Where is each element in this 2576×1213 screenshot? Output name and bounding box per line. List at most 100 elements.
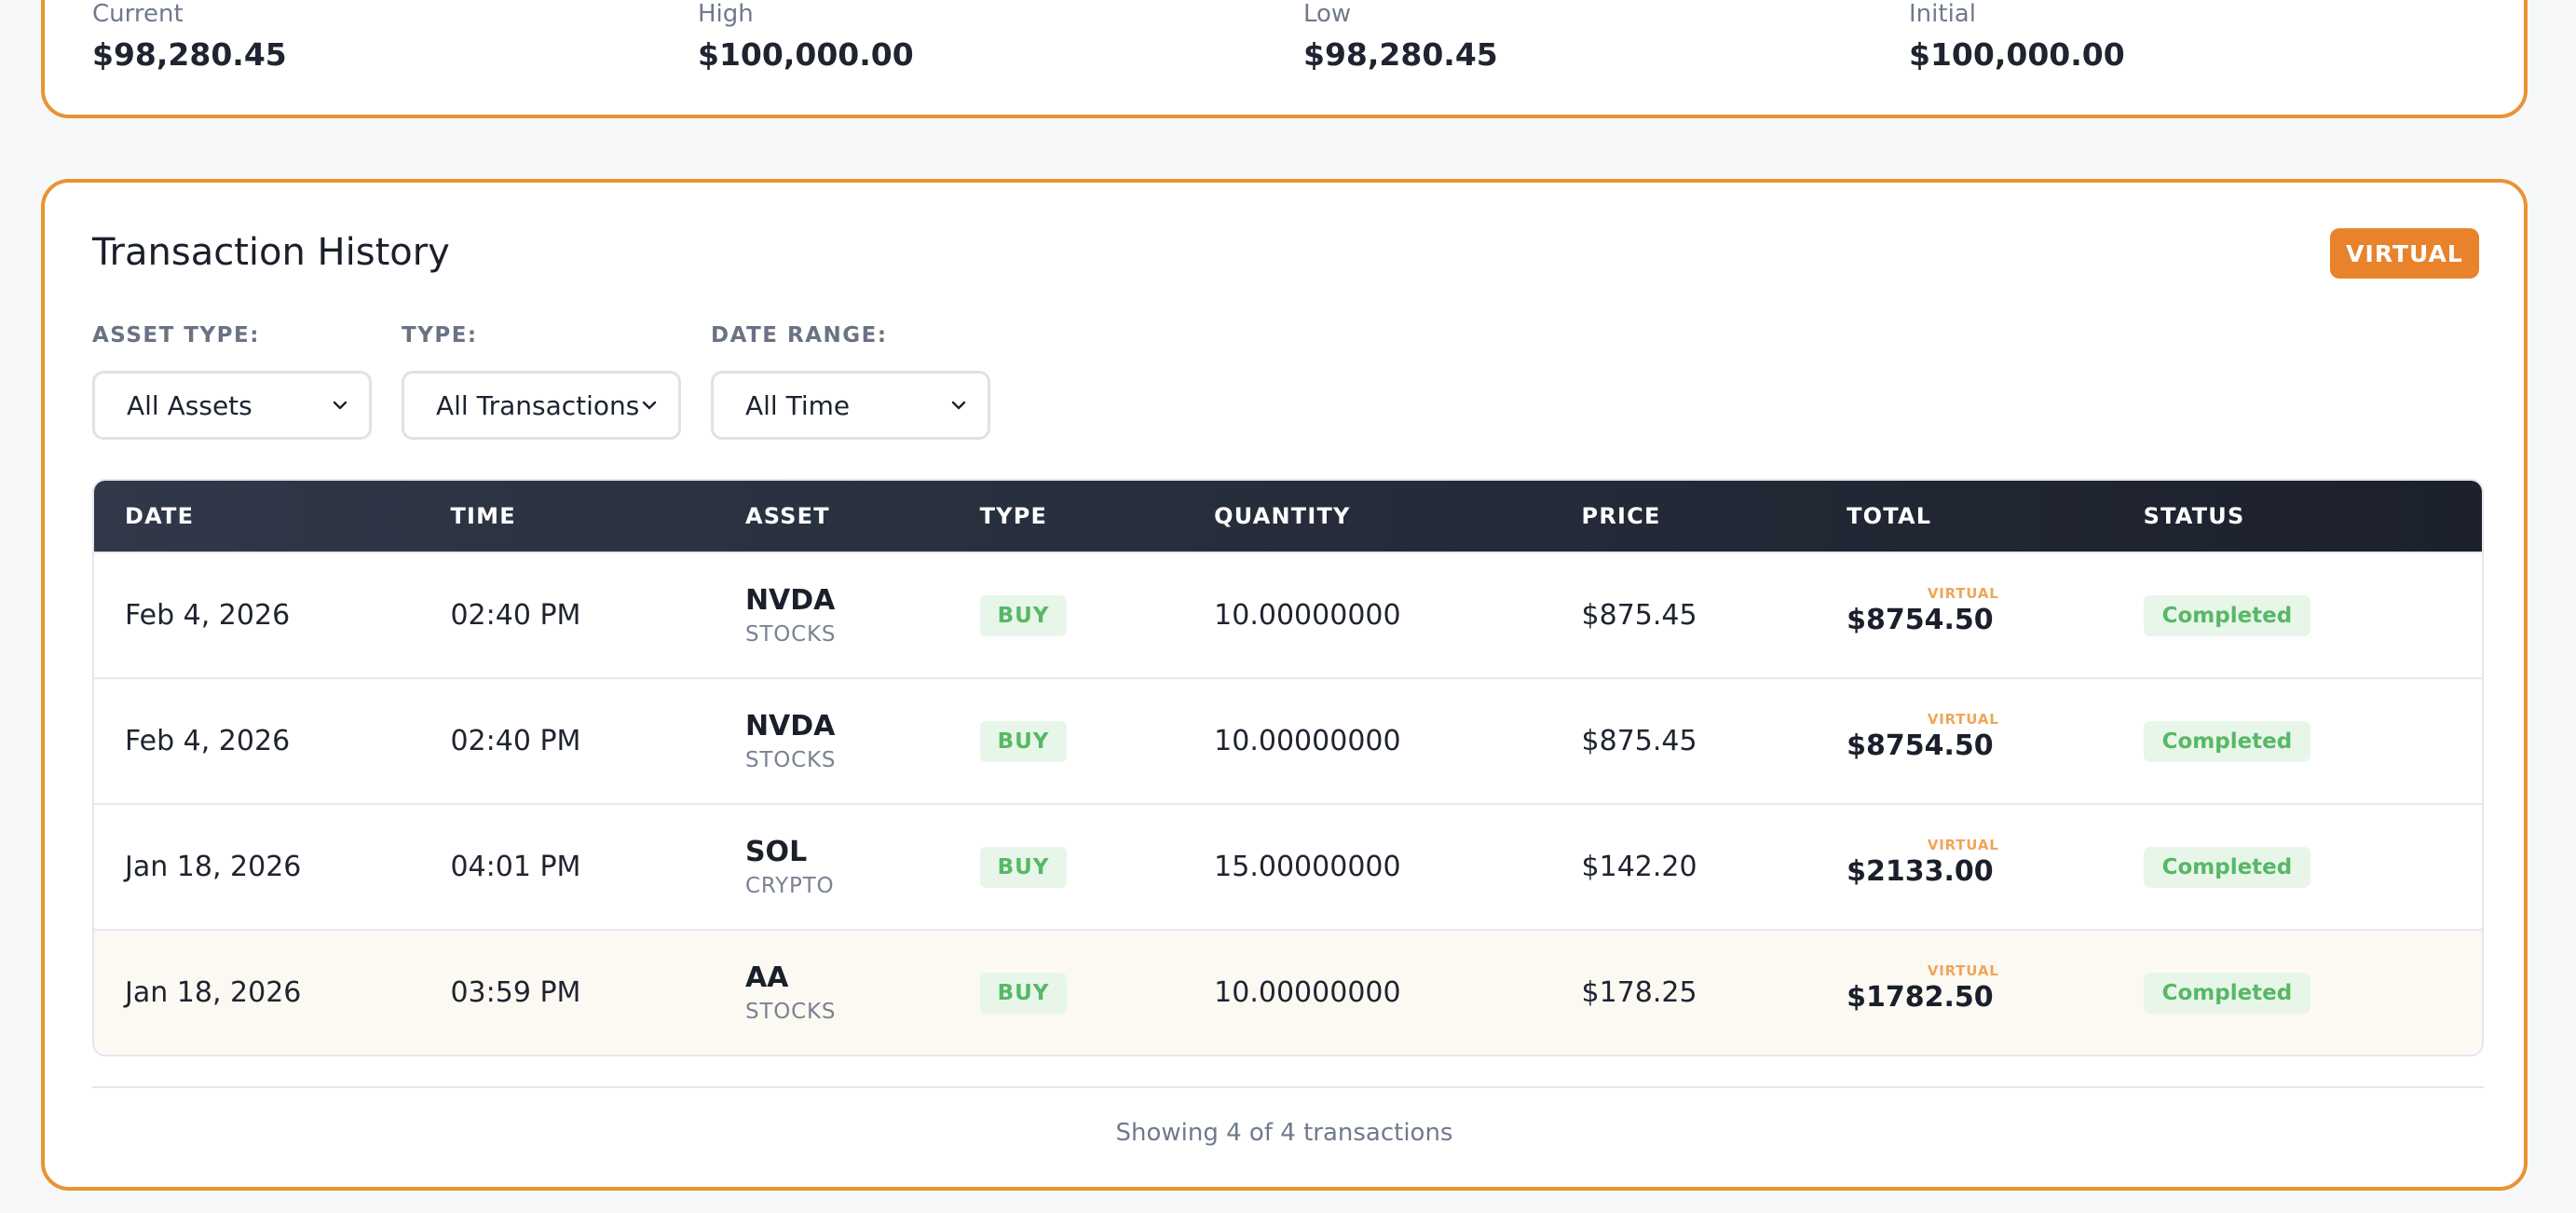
cell-status: Completed — [2143, 720, 2482, 762]
filter-date-range: DATE RANGE: All Time — [711, 323, 990, 440]
cell-time: 03:59 PM — [450, 976, 581, 1009]
cell-total: VIRTUAL $8754.50 — [1847, 711, 2144, 762]
cell-asset: NVDA STOCKS — [745, 584, 980, 647]
total-value: $8754.50 — [1847, 604, 1994, 636]
virtual-tag: VIRTUAL — [1927, 711, 1999, 728]
select-value: All Time — [745, 389, 851, 421]
type-badge: BUY — [979, 720, 1068, 762]
select-value: All Assets — [127, 389, 252, 421]
column-header-status[interactable]: STATUS — [2143, 503, 2245, 529]
status-badge: Completed — [2143, 972, 2311, 1014]
chevron-down-icon — [642, 401, 657, 410]
stat-label: Low — [1303, 0, 1352, 28]
cell-date: Feb 4, 2026 — [125, 599, 291, 632]
asset-category: STOCKS — [744, 622, 837, 647]
table-row[interactable]: Feb 4, 2026 02:40 PM NVDA STOCKS BUY 10.… — [94, 677, 2482, 803]
stat-current: Current $98,280.45 — [92, 2, 287, 70]
stat-low: Low $98,280.45 — [1303, 2, 1498, 70]
table-row[interactable]: Jan 18, 2026 03:59 PM AA STOCKS BUY 10.0… — [94, 929, 2482, 1055]
portfolio-stats-card: Current $98,280.45 High $100,000.00 Low … — [41, 0, 2528, 118]
cell-asset: SOL CRYPTO — [745, 836, 980, 898]
column-header-asset[interactable]: ASSET — [744, 503, 830, 529]
asset-category: CRYPTO — [744, 874, 835, 898]
column-header-type[interactable]: TYPE — [979, 503, 1048, 529]
cell-status: Completed — [2143, 594, 2482, 636]
status-badge: Completed — [2143, 846, 2311, 888]
cell-asset: AA STOCKS — [745, 961, 980, 1024]
cell-time: 02:40 PM — [450, 599, 581, 632]
stat-high: High $100,000.00 — [698, 2, 914, 70]
asset-category: STOCKS — [744, 748, 837, 772]
transaction-type-select[interactable]: All Transactions — [402, 371, 681, 440]
select-value: All Transactions — [436, 389, 640, 421]
virtual-tag: VIRTUAL — [1927, 585, 1999, 602]
total-amount: VIRTUAL $1782.50 — [1847, 962, 1998, 1014]
cell-time: 02:40 PM — [450, 725, 581, 757]
chevron-down-icon — [333, 401, 348, 410]
cell-price: $178.25 — [1581, 976, 1697, 1009]
footer-divider — [92, 1086, 2484, 1088]
filter-asset-type: ASSET TYPE: All Assets — [92, 323, 372, 440]
virtual-badge: VIRTUAL — [2330, 228, 2479, 279]
stat-value: $100,000.00 — [1909, 36, 2125, 73]
transaction-count: Showing 4 of 4 transactions — [1115, 1119, 1453, 1147]
cell-type: BUY — [979, 720, 1215, 762]
cell-date: Jan 18, 2026 — [125, 976, 302, 1009]
cell-status: Completed — [2143, 972, 2482, 1014]
cell-price: $875.45 — [1581, 725, 1697, 757]
cell-price: $142.20 — [1581, 851, 1697, 883]
date-range-select[interactable]: All Time — [711, 371, 990, 440]
cell-quantity: 10.00000000 — [1214, 725, 1401, 757]
cell-price: $875.45 — [1581, 599, 1697, 632]
column-header-time[interactable]: TIME — [450, 503, 516, 529]
type-badge: BUY — [979, 594, 1068, 636]
cell-total: VIRTUAL $1782.50 — [1847, 962, 2144, 1014]
filter-label: ASSET TYPE: — [92, 323, 260, 348]
type-badge: BUY — [979, 972, 1068, 1014]
cell-type: BUY — [979, 846, 1215, 888]
status-badge: Completed — [2143, 594, 2311, 636]
filter-type: TYPE: All Transactions — [402, 323, 681, 440]
cell-quantity: 10.00000000 — [1214, 976, 1401, 1009]
stat-initial: Initial $100,000.00 — [1909, 2, 2125, 70]
asset-symbol: NVDA — [744, 584, 836, 617]
asset-symbol: SOL — [744, 836, 808, 868]
table-row[interactable]: Jan 18, 2026 04:01 PM SOL CRYPTO BUY 15.… — [94, 803, 2482, 929]
stat-value: $98,280.45 — [92, 36, 287, 73]
filter-label: TYPE: — [402, 323, 478, 348]
cell-asset: NVDA STOCKS — [745, 710, 980, 772]
total-value: $8754.50 — [1847, 729, 1994, 762]
total-amount: VIRTUAL $8754.50 — [1847, 585, 1998, 636]
table-header: DATE TIME ASSET TYPE QUANTITY PRICE TOTA… — [94, 481, 2482, 552]
column-header-quantity[interactable]: QUANTITY — [1214, 503, 1351, 529]
asset-symbol: NVDA — [744, 710, 836, 743]
stat-label: Current — [92, 0, 184, 28]
stat-label: Initial — [1909, 0, 1976, 28]
column-header-total[interactable]: TOTAL — [1847, 503, 1932, 529]
column-header-date[interactable]: DATE — [125, 503, 195, 529]
status-badge: Completed — [2143, 720, 2311, 762]
cell-type: BUY — [979, 594, 1215, 636]
filter-label: DATE RANGE: — [711, 323, 888, 348]
page-title: Transaction History — [92, 231, 450, 274]
total-value: $2133.00 — [1847, 855, 1994, 888]
cell-type: BUY — [979, 972, 1215, 1014]
total-amount: VIRTUAL $8754.50 — [1847, 711, 1998, 762]
cell-status: Completed — [2143, 846, 2482, 888]
virtual-tag: VIRTUAL — [1927, 837, 1999, 853]
asset-type-select[interactable]: All Assets — [92, 371, 372, 440]
total-value: $1782.50 — [1847, 981, 1994, 1014]
cell-total: VIRTUAL $8754.50 — [1847, 585, 2144, 636]
cell-time: 04:01 PM — [450, 851, 581, 883]
cell-date: Feb 4, 2026 — [125, 725, 291, 757]
stat-value: $98,280.45 — [1303, 36, 1498, 73]
transactions-table: DATE TIME ASSET TYPE QUANTITY PRICE TOTA… — [92, 479, 2484, 1056]
total-amount: VIRTUAL $2133.00 — [1847, 837, 1998, 888]
stat-value: $100,000.00 — [698, 36, 914, 73]
asset-symbol: AA — [744, 961, 789, 994]
chevron-down-icon — [951, 401, 966, 410]
column-header-price[interactable]: PRICE — [1581, 503, 1661, 529]
asset-category: STOCKS — [744, 1000, 837, 1024]
type-badge: BUY — [979, 846, 1068, 888]
table-row[interactable]: Feb 4, 2026 02:40 PM NVDA STOCKS BUY 10.… — [94, 552, 2482, 677]
